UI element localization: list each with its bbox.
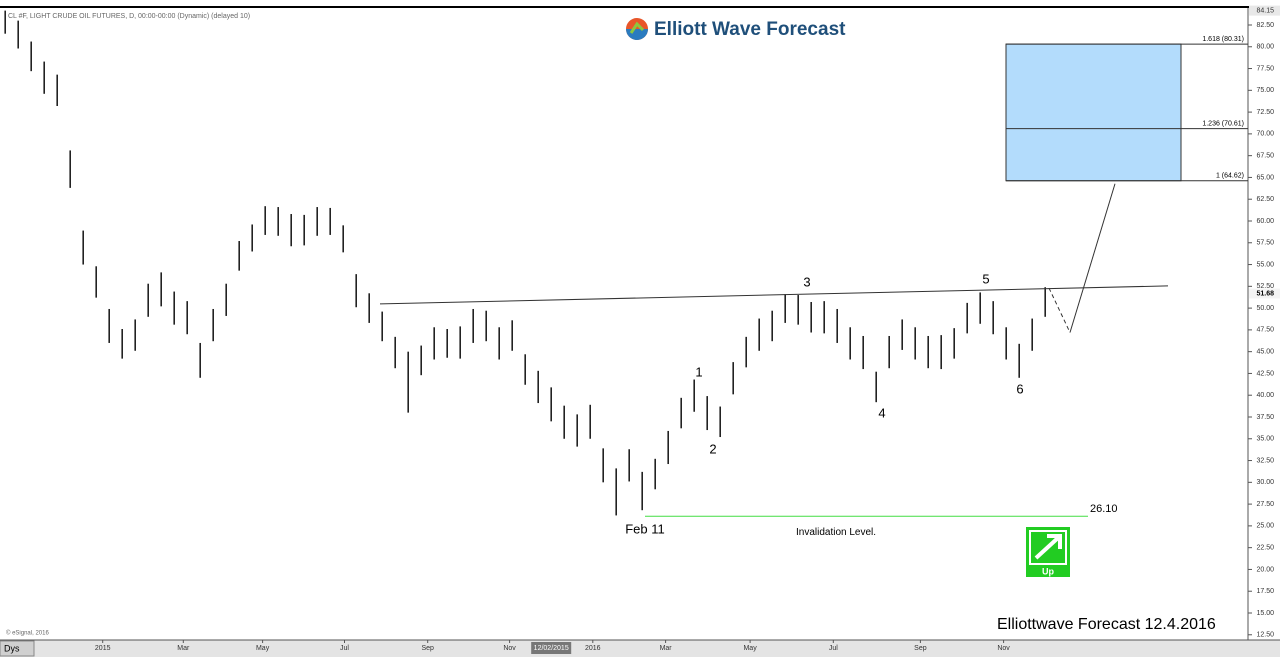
wave-label: 6 [1016,381,1023,396]
invalidation-value: 26.10 [1090,503,1118,515]
top-price-box [1249,5,1280,16]
x-tick-highlight [531,642,572,654]
period-button-label[interactable]: Dys [4,643,20,653]
y-tick-label: 60.00 [1256,218,1274,225]
logo [626,18,648,40]
wave-label: 4 [878,405,885,420]
wave-label: 3 [803,274,810,289]
y-tick-label: 55.00 [1256,261,1274,268]
y-tick-label: 50.00 [1256,305,1274,312]
symbol-header: CL #F, LIGHT CRUDE OIL FUTURES, D, 00:00… [8,13,250,20]
y-tick-label: 15.00 [1256,610,1274,617]
x-tick-label: 12/02/2015 [534,645,569,652]
x-tick-label: May [256,645,270,652]
y-tick-label: 77.50 [1256,65,1274,72]
x-tick-label: May [743,645,757,652]
y-tick-label: 57.50 [1256,240,1274,247]
y-tick-label: 40.00 [1256,392,1274,399]
y-tick-label: 17.50 [1256,588,1274,595]
wave-label: 2 [709,441,716,456]
fib-label: 1.618 (80.31) [1202,36,1244,43]
x-tick-label: Sep [421,645,434,652]
projection-dashed [1048,287,1071,333]
y-tick-label: 45.00 [1256,349,1274,356]
x-tick-label: Sep [914,645,927,652]
y-tick-label: 12.50 [1256,632,1274,639]
y-tick-label: 62.50 [1256,196,1274,203]
y-tick-label: 80.00 [1256,44,1274,51]
last-price-box [1249,288,1280,299]
x-tick-label: Mar [660,645,673,652]
y-tick-label: 25.00 [1256,523,1274,530]
y-tick-label: 37.50 [1256,414,1274,421]
up-signal-arrow [1034,534,1062,560]
y-tick-label: 30.00 [1256,479,1274,486]
x-tick-label: 2016 [585,645,601,652]
x-tick-label: Jul [340,645,349,652]
wave-label: Feb 11 [625,521,665,536]
y-tick-label: 65.00 [1256,174,1274,181]
fib-label: 1 (64.62) [1216,173,1244,180]
y-tick-label: 75.00 [1256,87,1274,94]
y-tick-label: 47.50 [1256,327,1274,334]
copyright: © eSignal, 2016 [6,630,49,637]
wave-label: 5 [982,271,989,286]
projection-line [1069,183,1116,333]
top-price-label: 84.15 [1256,7,1274,14]
x-tick-label: Nov [997,645,1010,652]
x-tick-label: Nov [503,645,516,652]
x-tick-label: Jul [829,645,838,652]
up-signal-label: Up [1042,566,1054,576]
period-button[interactable] [0,640,35,657]
target-box [1005,43,1182,182]
invalidation-text: Invalidation Level. [796,527,876,538]
y-tick-label: 42.50 [1256,370,1274,377]
trendline [379,285,1169,305]
logo-icon-wave [629,21,645,34]
logo-title: Elliott Wave Forecast [654,19,846,40]
x-tick-label: 2015 [95,645,111,652]
y-tick-label: 52.50 [1256,283,1274,290]
up-signal: Up [1026,527,1070,577]
x-tick-label: Mar [177,645,190,652]
footer: Elliottwave Forecast 12.4.2016 [997,616,1216,633]
y-tick-label: 22.50 [1256,545,1274,552]
fib-label: 1.236 (70.61) [1202,120,1244,127]
time-axis [0,640,1280,657]
y-tick-label: 20.00 [1256,566,1274,573]
y-tick-label: 32.50 [1256,457,1274,464]
y-tick-label: 27.50 [1256,501,1274,508]
y-tick-label: 67.50 [1256,152,1274,159]
y-tick-label: 70.00 [1256,131,1274,138]
wave-label: 1 [695,364,702,379]
y-tick-label: 72.50 [1256,109,1274,116]
y-tick-label: 35.00 [1256,436,1274,443]
price-axis [1248,8,1280,640]
last-price-label: 51.68 [1256,290,1274,297]
up-signal-frame [1029,530,1067,565]
y-tick-label: 82.50 [1256,22,1274,29]
